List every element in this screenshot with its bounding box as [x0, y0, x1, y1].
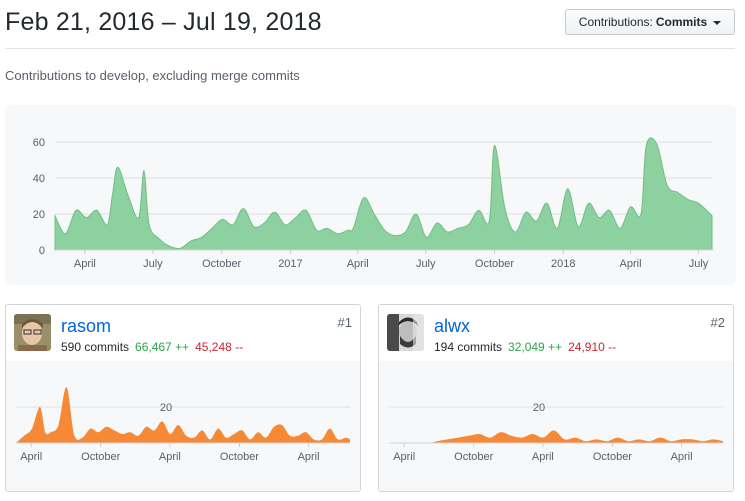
deletions-count: 45,248 --: [195, 340, 244, 354]
x-tick-label: October: [593, 451, 632, 463]
x-tick-label: April: [532, 451, 554, 463]
y-tick-label: 20: [160, 402, 172, 414]
x-tick-label: April: [74, 258, 96, 270]
series-area: [389, 430, 723, 443]
y-tick-label: 20: [533, 402, 545, 414]
contributor-chart: April October April October April 20: [389, 402, 723, 463]
y-tick-label: 40: [33, 173, 45, 185]
x-tick-label: 2017: [278, 258, 302, 270]
commit-count[interactable]: 194 commits: [434, 340, 503, 354]
x-tick-label: October: [454, 451, 493, 463]
x-tick-label: April: [298, 451, 320, 463]
contributor-username[interactable]: rasom: [61, 316, 112, 336]
avatar[interactable]: [387, 314, 424, 351]
x-tick-label: October: [475, 258, 514, 270]
contributor-stats: 194 commits 32,049 ++ 24,910 --: [434, 340, 616, 354]
x-tick-label: July: [416, 258, 436, 270]
x-tick-label: April: [20, 451, 42, 463]
y-tick-label: 0: [39, 245, 45, 257]
contributor-rank: #2: [710, 315, 725, 330]
contributor-username[interactable]: alwx: [434, 316, 471, 336]
x-tick-label: April: [671, 451, 693, 463]
x-tick-label: April: [620, 258, 642, 270]
x-tick-label: July: [689, 258, 709, 270]
contributor-rank: #1: [337, 315, 352, 330]
contributions-value: Commits: [655, 15, 708, 29]
avatar[interactable]: [14, 314, 51, 351]
contributions-label: Contributions:: [578, 15, 653, 29]
contributor-card: alwx #2 194 commits 32,049 ++ 24,910 -- Ap…: [378, 304, 734, 492]
contributor-chart: April October April October April 20: [16, 387, 350, 463]
caret-down-icon: [713, 20, 722, 25]
contributor-card-header: rasom #1 590 commits 66,467 ++ 45,248 --: [6, 305, 360, 361]
x-tick-label: October: [202, 258, 241, 270]
contributor-chart-panel: April October April October April 20: [6, 361, 360, 491]
page-subtitle: Contributions to develop, excluding merg…: [5, 68, 300, 83]
header-divider: [5, 48, 735, 49]
x-tick-label: October: [81, 451, 120, 463]
x-tick-label: 2018: [551, 258, 575, 270]
contributor-chart-panel: April October April October April 20: [379, 361, 733, 491]
commit-count[interactable]: 590 commits: [61, 340, 130, 354]
contributor-stats: 590 commits 66,467 ++ 45,248 --: [61, 340, 243, 354]
deletions-count: 24,910 --: [568, 340, 617, 354]
contributions-dropdown[interactable]: Contributions: Commits: [565, 9, 735, 35]
x-tick-label: July: [143, 258, 163, 270]
additions-count: 32,049 ++: [508, 340, 563, 354]
contributions-chart: April July October 2017 April July October 2018…: [33, 137, 713, 270]
x-tick-label: April: [159, 451, 181, 463]
additions-count: 66,467 ++: [135, 340, 190, 354]
contributions-chart-panel: April July October 2017 April July October 2018…: [5, 105, 736, 285]
y-tick-label: 20: [33, 209, 45, 221]
y-tick-label: 60: [33, 137, 45, 149]
x-tick-label: April: [347, 258, 369, 270]
series-area: [54, 137, 713, 251]
x-tick-label: October: [220, 451, 259, 463]
contributor-card-header: alwx #2 194 commits 32,049 ++ 24,910 --: [379, 305, 733, 361]
page-title: Feb 21, 2016 – Jul 19, 2018: [5, 8, 322, 36]
contributor-card: rasom #1 590 commits 66,467 ++ 45,248 -- A…: [5, 304, 361, 492]
series-area: [16, 387, 350, 443]
x-tick-label: April: [393, 451, 415, 463]
